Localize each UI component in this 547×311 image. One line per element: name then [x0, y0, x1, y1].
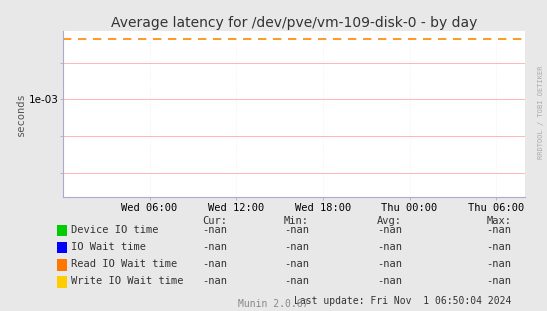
- Text: Last update: Fri Nov  1 06:50:04 2024: Last update: Fri Nov 1 06:50:04 2024: [294, 296, 511, 306]
- Text: -nan: -nan: [202, 225, 227, 235]
- Text: Read IO Wait time: Read IO Wait time: [71, 259, 177, 269]
- Text: Device IO time: Device IO time: [71, 225, 159, 235]
- Title: Average latency for /dev/pve/vm-109-disk-0 - by day: Average latency for /dev/pve/vm-109-disk…: [111, 16, 477, 30]
- Text: Avg:: Avg:: [377, 216, 402, 226]
- Text: Write IO Wait time: Write IO Wait time: [71, 276, 184, 286]
- Text: -nan: -nan: [377, 276, 402, 286]
- Text: -nan: -nan: [486, 242, 511, 252]
- Text: Cur:: Cur:: [202, 216, 227, 226]
- Text: -nan: -nan: [377, 259, 402, 269]
- Text: -nan: -nan: [377, 242, 402, 252]
- Y-axis label: seconds: seconds: [16, 92, 26, 136]
- Text: IO Wait time: IO Wait time: [71, 242, 146, 252]
- Text: -nan: -nan: [486, 276, 511, 286]
- Text: -nan: -nan: [284, 225, 309, 235]
- Text: Max:: Max:: [486, 216, 511, 226]
- Text: -nan: -nan: [284, 276, 309, 286]
- Text: -nan: -nan: [284, 259, 309, 269]
- Text: -nan: -nan: [486, 225, 511, 235]
- Text: -nan: -nan: [486, 259, 511, 269]
- Text: -nan: -nan: [377, 225, 402, 235]
- Text: Munin 2.0.67: Munin 2.0.67: [238, 299, 309, 309]
- Text: -nan: -nan: [202, 242, 227, 252]
- Text: -nan: -nan: [202, 276, 227, 286]
- Text: -nan: -nan: [202, 259, 227, 269]
- Text: RRDTOOL / TOBI OETIKER: RRDTOOL / TOBI OETIKER: [538, 65, 544, 159]
- Text: Min:: Min:: [284, 216, 309, 226]
- Text: -nan: -nan: [284, 242, 309, 252]
